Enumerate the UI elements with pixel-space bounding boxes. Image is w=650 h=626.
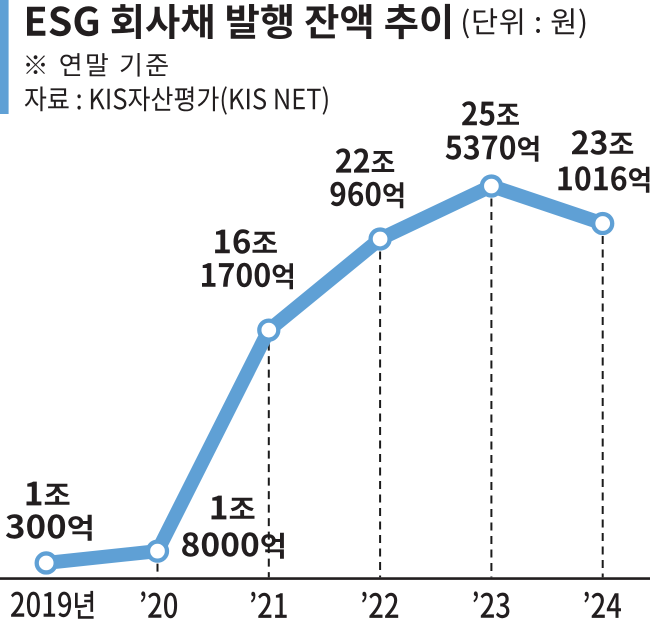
label-2020-line1-glyphs: [211, 495, 255, 520]
vector-text-layer: [5, 3, 650, 619]
data-point-marker-2024: [591, 211, 615, 236]
label-2019-line2-glyphs: [5, 514, 92, 541]
data-point-marker-2023: [479, 174, 504, 198]
label-2024-line2-glyphs: [558, 166, 650, 193]
title-accent-bar: [0, 0, 9, 114]
tick-2024-glyphs: [584, 591, 621, 618]
trend-line: [45, 179, 605, 570]
label-2021-line1-glyphs: [215, 229, 277, 254]
tick-2020-glyphs: [140, 591, 178, 619]
data-point-marker-2022: [368, 227, 392, 251]
source-glyphs: [24, 86, 328, 115]
label-2019-line1-glyphs: [26, 481, 70, 506]
data-point-marker-2020: [145, 539, 170, 563]
label-2022-line1-glyphs: [335, 148, 395, 173]
title-glyphs: [27, 3, 450, 40]
label-2023-line2-glyphs: [445, 135, 539, 162]
footnote-glyphs: [26, 53, 168, 77]
label-2021-line2-glyphs: [202, 262, 293, 290]
tick-2019-glyphs: [11, 590, 94, 619]
label-2024-line1-glyphs: [571, 130, 634, 155]
label-2023-line1-glyphs: [462, 101, 519, 126]
plot-area: [34, 174, 615, 578]
tick-2023-glyphs: [473, 591, 510, 619]
label-2020-line2-glyphs: [182, 532, 284, 559]
tick-2021-glyphs: [250, 591, 287, 618]
label-2022-line2-glyphs: [330, 181, 404, 209]
data-point-marker-2021: [257, 318, 281, 342]
data-point-marker-2019: [34, 551, 58, 575]
tick-2022-glyphs: [362, 591, 399, 618]
unit-note-glyphs: [463, 8, 586, 39]
